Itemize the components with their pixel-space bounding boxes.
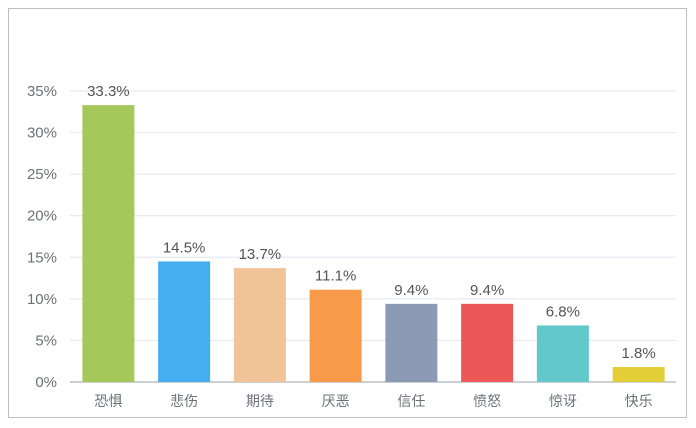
bars <box>82 105 665 383</box>
data-label: 9.4% <box>394 282 428 299</box>
y-tick-label: 25% <box>27 166 57 183</box>
bar <box>461 303 514 382</box>
category-label: 惊讶 <box>549 394 577 410</box>
y-tick-label: 15% <box>27 249 57 266</box>
data-label: 14.5% <box>163 239 206 256</box>
bar <box>158 261 211 382</box>
y-tick-label: 10% <box>27 291 57 308</box>
data-labels: 33.3% 14.5% 13.7% 11.1% 9.4% 9.4% 6.8% 1.8% <box>87 83 656 362</box>
category-label: 期待 <box>246 394 274 410</box>
data-label: 1.8% <box>622 345 656 362</box>
data-label: 11.1% <box>315 268 356 285</box>
bar <box>536 325 589 382</box>
data-label: 13.7% <box>239 246 282 263</box>
bar <box>233 268 286 382</box>
bar <box>82 105 135 383</box>
bar <box>385 303 438 382</box>
y-axis-ticks: 0% 5% 10% 15% 20% 25% 30% 35% <box>27 83 57 391</box>
category-label: 厌恶 <box>322 394 350 410</box>
category-label: 快乐 <box>625 394 653 410</box>
data-label: 9.4% <box>470 282 504 299</box>
y-tick-label: 0% <box>35 374 57 391</box>
category-label: 恐惧 <box>94 394 122 410</box>
bar <box>612 367 665 382</box>
data-label: 33.3% <box>87 83 130 100</box>
data-label: 6.8% <box>546 303 580 320</box>
category-label: 愤怒 <box>473 394 501 410</box>
category-label: 悲伤 <box>170 393 198 410</box>
bar <box>309 289 362 382</box>
x-axis-labels: 恐惧 悲伤 期待 厌恶 信任 愤怒 惊讶 快乐 <box>94 393 652 410</box>
category-label: 信任 <box>397 394 425 410</box>
y-tick-label: 30% <box>27 125 57 142</box>
y-tick-label: 20% <box>27 208 57 225</box>
y-tick-label: 35% <box>27 83 57 100</box>
y-tick-label: 5% <box>35 332 57 349</box>
